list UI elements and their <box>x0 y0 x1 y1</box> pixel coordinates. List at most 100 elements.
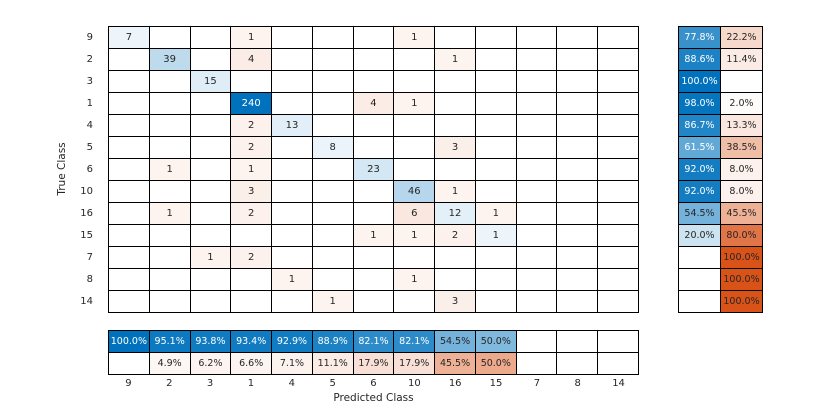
matrix-cell <box>149 137 190 158</box>
column-summary-correct-cell: 100.0% <box>109 331 149 352</box>
column-summary-correct-cell: 82.1% <box>394 331 435 352</box>
matrix-cell: 1 <box>190 247 231 268</box>
matrix-cell <box>312 93 353 114</box>
matrix-cell <box>435 247 475 268</box>
matrix-cell <box>109 269 149 290</box>
column-summary-incorrect-cell: 17.9% <box>394 353 435 374</box>
column-summary-correct-cell: 92.9% <box>272 331 312 352</box>
matrix-cell <box>516 269 557 290</box>
y-axis-tick-labels: 9 2 3 1 4 5 6 10 16 15 7 8 14 <box>0 26 100 313</box>
matrix-cell <box>516 71 557 92</box>
matrix-cell <box>516 137 557 158</box>
column-summary-correct-cell <box>516 331 557 352</box>
matrix-cell <box>190 291 231 312</box>
column-summary-incorrect-cell: 50.0% <box>475 353 516 374</box>
matrix-cell <box>475 291 516 312</box>
matrix-cell <box>272 49 312 70</box>
matrix-cell <box>557 291 598 312</box>
y-tick: 3 <box>86 75 93 87</box>
column-summary-correct-cell <box>557 331 598 352</box>
matrix-cell: 240 <box>231 93 272 114</box>
column-summary-correct-cell: 54.5% <box>435 331 475 352</box>
matrix-cell: 2 <box>231 137 272 158</box>
x-tick: 1 <box>247 378 255 389</box>
column-summary-correct-cell: 95.1% <box>149 331 190 352</box>
matrix-cell <box>353 115 394 136</box>
matrix-cell <box>598 93 638 114</box>
matrix-cell <box>353 291 394 312</box>
matrix-cell <box>272 137 312 158</box>
matrix-cell <box>394 247 435 268</box>
matrix-cell <box>598 27 638 48</box>
x-tick: 6 <box>370 378 377 389</box>
matrix-cell <box>516 291 557 312</box>
y-tick: 15 <box>80 230 93 242</box>
matrix-cell <box>109 291 149 312</box>
row-summary-incorrect-cell: 80.0% <box>721 225 762 246</box>
matrix-cell: 2 <box>231 115 272 136</box>
y-tick: 8 <box>86 274 93 286</box>
row-summary-incorrect-cell: 100.0% <box>721 247 762 268</box>
matrix-cell: 1 <box>475 203 516 224</box>
row-summary-correct-cell: 77.8% <box>679 27 720 48</box>
column-summary-correct-cell: 93.8% <box>190 331 231 352</box>
matrix-cell <box>516 93 557 114</box>
matrix-cell <box>353 269 394 290</box>
matrix-cell <box>516 181 557 202</box>
matrix-cell <box>475 181 516 202</box>
column-summary-correct-cell: 82.1% <box>353 331 394 352</box>
matrix-cell <box>190 115 231 136</box>
matrix-cell <box>190 159 231 180</box>
matrix-cell <box>435 159 475 180</box>
matrix-cell: 8 <box>312 137 353 158</box>
column-summary-correct-cell: 50.0% <box>475 331 516 352</box>
y-tick: 14 <box>80 296 93 308</box>
matrix-cell <box>557 93 598 114</box>
matrix-cell <box>190 137 231 158</box>
row-summary-incorrect-cell: 100.0% <box>721 269 762 290</box>
matrix-cell <box>557 269 598 290</box>
matrix-cell: 1 <box>149 203 190 224</box>
row-summary-correct-cell <box>679 269 720 290</box>
row-summary-incorrect-cell: 22.2% <box>721 27 762 48</box>
x-tick: 10 <box>407 378 421 389</box>
row-summary-incorrect-cell: 45.5% <box>721 203 762 224</box>
matrix-cell <box>312 203 353 224</box>
matrix-cell <box>475 269 516 290</box>
matrix-cell: 1 <box>435 49 475 70</box>
y-tick: 16 <box>80 208 93 220</box>
matrix-cell <box>312 269 353 290</box>
row-summary-incorrect-cell <box>721 71 762 92</box>
column-summary-correct-cell <box>598 331 638 352</box>
y-tick: 4 <box>86 119 93 131</box>
matrix-cell <box>598 247 638 268</box>
column-summary-incorrect-cell: 45.5% <box>435 353 475 374</box>
x-tick: 5 <box>329 378 336 389</box>
x-tick: 9 <box>125 378 132 389</box>
x-tick: 2 <box>166 378 173 389</box>
matrix-cell <box>557 225 598 246</box>
matrix-cell <box>394 115 435 136</box>
x-tick: 3 <box>206 378 214 389</box>
matrix-cell: 12 <box>435 203 475 224</box>
matrix-cell <box>557 49 598 70</box>
column-summary-incorrect-cell: 7.1% <box>272 353 312 374</box>
matrix-cell: 1 <box>435 181 475 202</box>
column-summary-incorrect-cell <box>109 353 149 374</box>
matrix-cell <box>190 93 231 114</box>
y-tick: 1 <box>86 97 93 109</box>
matrix-cell <box>353 27 394 48</box>
x-tick: 7 <box>533 378 541 389</box>
matrix-cell <box>272 203 312 224</box>
matrix-cell <box>598 115 638 136</box>
column-summary-incorrect-cell: 4.9% <box>149 353 190 374</box>
matrix-cell <box>272 225 312 246</box>
matrix-cell <box>353 49 394 70</box>
matrix-cell <box>149 247 190 268</box>
matrix-cell <box>557 27 598 48</box>
row-summary-correct-cell: 20.0% <box>679 225 720 246</box>
matrix-cell: 1 <box>231 159 272 180</box>
row-summary-incorrect-cell: 8.0% <box>721 159 762 180</box>
matrix-cell <box>598 49 638 70</box>
matrix-cell: 23 <box>353 159 394 180</box>
